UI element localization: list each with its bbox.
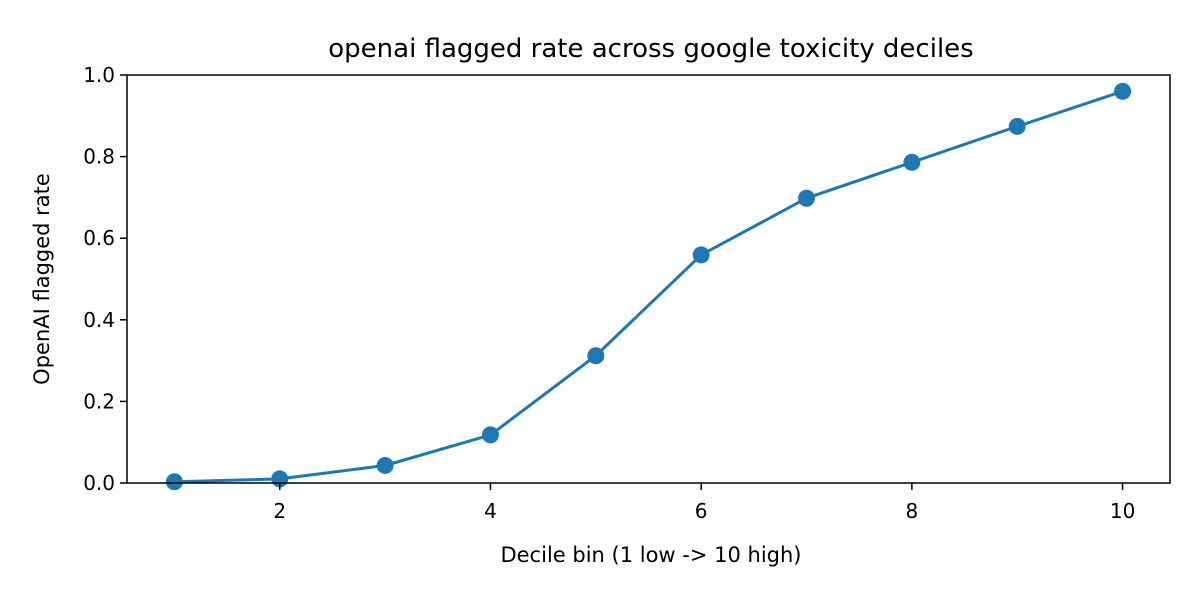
chart-title: openai flagged rate across google toxici… (328, 34, 973, 64)
x-tick-label: 10 (1110, 499, 1135, 523)
y-tick-label: 0.6 (83, 226, 115, 250)
data-point (903, 153, 921, 171)
data-point (1114, 82, 1132, 100)
data-point (692, 246, 710, 264)
plot-frame (126, 74, 1171, 484)
data-point (376, 456, 394, 474)
x-axis: 2 4 6 8 10 (273, 483, 1135, 523)
x-tick-label: 2 (273, 499, 286, 523)
plot-area (165, 82, 1132, 491)
y-axis-label: OpenAI flagged rate (30, 173, 54, 385)
y-tick-label: 1.0 (83, 63, 115, 87)
data-point (165, 473, 183, 491)
y-tick-label: 0.4 (83, 308, 115, 332)
x-tick-label: 6 (695, 499, 708, 523)
data-point (798, 189, 816, 207)
y-tick-label: 0.8 (83, 145, 115, 169)
series-line (172, 89, 1125, 484)
data-point (587, 347, 605, 365)
y-axis: 0.0 0.2 0.4 0.6 0.8 1.0 (83, 63, 127, 495)
y-tick-label: 0.2 (83, 389, 115, 413)
x-tick-label: 4 (484, 499, 497, 523)
x-axis-label: Decile bin (1 low -> 10 high) (500, 543, 801, 567)
y-tick-label: 0.0 (83, 471, 115, 495)
x-tick-label: 8 (906, 499, 919, 523)
data-point (1008, 117, 1026, 135)
data-point (481, 426, 499, 444)
